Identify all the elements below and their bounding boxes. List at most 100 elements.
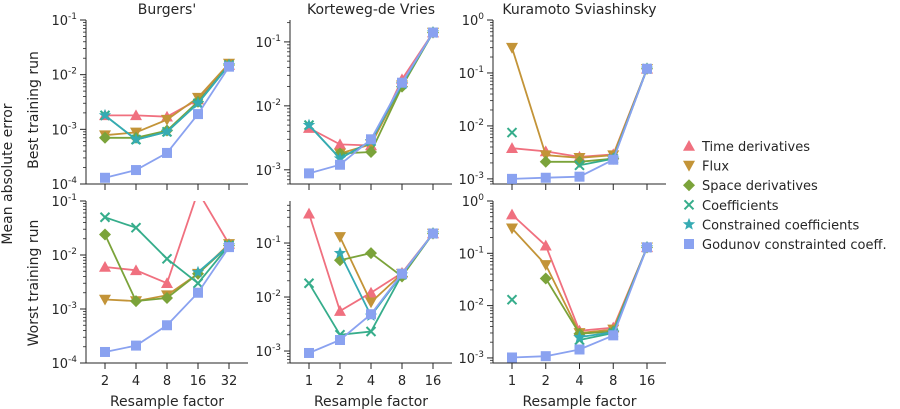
y-tick-label: 10-2 [458, 118, 484, 135]
data-point-godunov [608, 154, 619, 165]
y-tick-label: 10-3 [458, 350, 484, 367]
data-point-godunov [540, 172, 551, 183]
legend-label: Flux [702, 160, 729, 175]
data-point-space [161, 291, 173, 304]
data-point-godunov [397, 268, 407, 279]
y-tick-label: 10-2 [51, 67, 77, 84]
legend-item-time: Time derivatives [683, 140, 810, 155]
data-point-godunov [507, 173, 517, 184]
data-point-coef [161, 253, 173, 265]
data-point-ccoef [573, 330, 586, 343]
series-ccoef [333, 227, 440, 322]
x-tick-label: 4 [575, 374, 583, 389]
y-tick-label: 10-1 [255, 34, 281, 51]
data-point-space [365, 247, 377, 260]
y-tick-label: 10-1 [458, 245, 484, 262]
data-point-godunov [335, 334, 345, 345]
data-point-godunov [366, 309, 376, 320]
x-tick-label: 1 [508, 374, 516, 389]
data-point-godunov [642, 63, 652, 74]
series-ccoef [573, 240, 654, 343]
x-tick-label: 16 [190, 374, 207, 389]
data-point-flux [99, 294, 111, 306]
row-label-worst: Worst training run [26, 220, 42, 347]
data-point-flux [161, 114, 173, 126]
series-time [99, 201, 235, 289]
data-point-godunov [608, 330, 619, 341]
data-point-godunov [304, 168, 314, 179]
data-point-godunov [162, 320, 172, 331]
data-point-ccoef [160, 125, 174, 138]
data-point-coef [365, 326, 377, 337]
data-point-godunov [193, 109, 203, 120]
series-godunov [304, 27, 438, 179]
data-point-godunov [100, 172, 110, 183]
y-tick-label: 10-3 [458, 171, 484, 188]
data-point-ccoef [302, 118, 316, 131]
data-point-space [365, 145, 377, 158]
data-point-godunov [540, 351, 551, 362]
y-tick-label: 10-4 [51, 176, 77, 193]
x-axis-label: Resample factor [110, 394, 224, 409]
y-tick-label: 10-1 [51, 193, 77, 210]
legend-marker-godunov [684, 239, 694, 249]
x-tick-label: 8 [609, 374, 617, 389]
series-line-flux [339, 232, 434, 304]
data-point-time [506, 142, 518, 153]
series-coef [99, 212, 235, 289]
legend-item-ccoef: Constrained coefficients [682, 217, 859, 233]
data-point-coef [99, 212, 111, 223]
series-line-time [308, 32, 434, 147]
data-point-time [539, 239, 552, 251]
series-flux [506, 223, 653, 339]
data-point-space [539, 272, 552, 285]
series-godunov [507, 63, 652, 184]
series-line-ccoef [197, 244, 230, 273]
x-tick-label: 16 [425, 374, 442, 389]
data-point-time [99, 260, 111, 272]
legend-marker-time [683, 140, 695, 151]
data-point-godunov [162, 147, 172, 158]
y-tick-label: 10-1 [51, 12, 77, 29]
data-point-godunov [397, 77, 407, 88]
y-tick-label: 10-2 [458, 298, 484, 315]
y-tick-label: 10-3 [255, 162, 281, 179]
data-point-space [539, 155, 552, 168]
x-tick-label: 2 [542, 374, 550, 389]
series-godunov [100, 242, 234, 357]
panel-title: Kuramoto Sviashinsky [502, 2, 656, 18]
data-point-godunov [304, 347, 314, 358]
x-tick-label: 8 [163, 374, 171, 389]
legend-item-flux: Flux [683, 160, 729, 175]
data-point-godunov [131, 165, 141, 176]
series-line-time [511, 213, 648, 332]
data-point-coef [574, 160, 585, 171]
series-line-flux [511, 47, 648, 159]
data-point-godunov [428, 27, 438, 38]
panel-r1c0: 10-4 10-3 10-2 10-1 2 4 8 16 32 Resample factor [51, 193, 248, 409]
x-axis-label: Resample factor [314, 394, 428, 409]
series-space [539, 241, 653, 340]
data-point-ccoef [98, 108, 112, 121]
row-label-best: Best training run [26, 51, 42, 169]
shared-ylabel: Mean absolute error [0, 103, 16, 244]
y-tick-label: 10-2 [51, 247, 77, 264]
series-flux [506, 42, 653, 164]
data-point-godunov [335, 159, 345, 170]
data-point-coef [192, 278, 204, 289]
legend-label: Coefficients [702, 199, 779, 214]
series-time [506, 208, 653, 336]
panel-r0c0: 10-4 10-3 10-2 10-1 Burgers' [51, 2, 248, 193]
data-point-flux [539, 150, 552, 162]
data-point-time [303, 207, 315, 219]
legend-marker-ccoef [682, 217, 696, 230]
series-line-flux [339, 32, 434, 155]
data-point-ccoef [191, 265, 205, 278]
legend: Time derivatives Flux Space derivatives Coe… [682, 140, 887, 253]
data-point-coef [303, 278, 315, 289]
x-tick-label: 2 [101, 374, 109, 389]
y-tick-label: 10-2 [255, 98, 281, 115]
y-tick-label: 10-4 [51, 355, 77, 372]
